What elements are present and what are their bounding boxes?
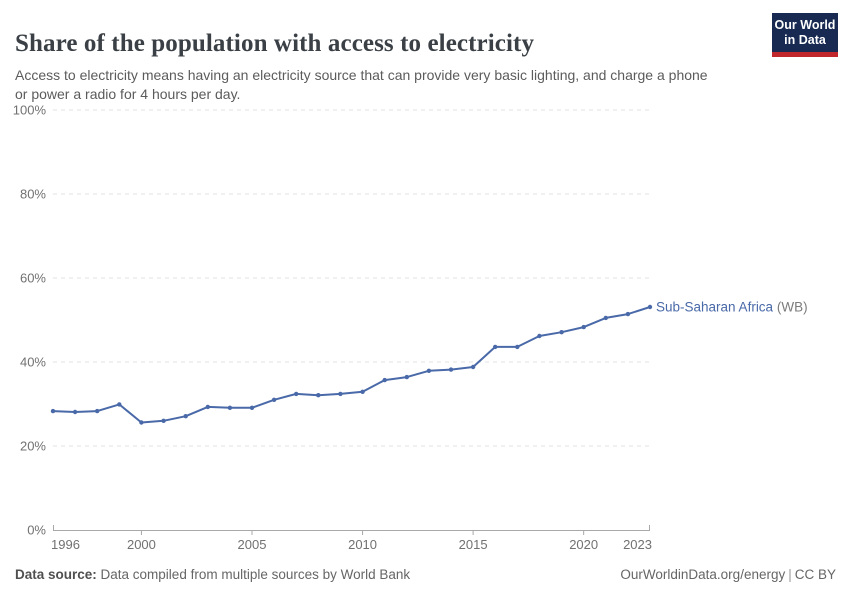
x-tick-label: 1996: [51, 537, 80, 552]
data-point[interactable]: [603, 315, 608, 321]
y-tick-label: 20%: [20, 439, 46, 454]
data-point[interactable]: [72, 409, 78, 415]
y-tick-label: 80%: [20, 187, 46, 202]
data-source-label: Data source:: [15, 567, 97, 582]
data-point[interactable]: [117, 402, 122, 407]
data-point[interactable]: [382, 377, 387, 383]
license-link[interactable]: CC BY: [794, 567, 836, 582]
x-tick-label: 2015: [459, 537, 488, 552]
y-tick-label: 60%: [20, 271, 46, 286]
footer-attribution: OurWorldinData.org/energy | CC BY: [620, 567, 836, 582]
y-tick-label: 40%: [20, 355, 46, 370]
data-point[interactable]: [205, 404, 210, 410]
data-point[interactable]: [625, 311, 631, 317]
data-point[interactable]: [161, 418, 166, 423]
x-tick-label: 2005: [238, 537, 267, 552]
data-point[interactable]: [271, 397, 277, 402]
data-point[interactable]: [249, 405, 255, 410]
data-point[interactable]: [581, 324, 586, 330]
x-tick-label: 2000: [127, 537, 156, 552]
data-point[interactable]: [559, 330, 564, 335]
data-point[interactable]: [50, 408, 56, 414]
series-label[interactable]: Sub-Saharan Africa (WB): [656, 299, 808, 314]
data-point[interactable]: [448, 367, 454, 372]
data-point[interactable]: [493, 344, 498, 350]
data-point[interactable]: [647, 304, 653, 310]
owid-logo[interactable]: Our World in Data: [772, 13, 838, 57]
data-point[interactable]: [227, 405, 233, 410]
chart-footer: Data source: Data compiled from multiple…: [15, 567, 836, 582]
data-point[interactable]: [426, 368, 432, 373]
data-point[interactable]: [95, 408, 100, 414]
x-tick-label: 2023: [623, 537, 652, 552]
owid-logo-accent-bar: [772, 52, 838, 57]
data-source-note: Data source: Data compiled from multiple…: [15, 567, 410, 582]
data-line[interactable]: [52, 306, 651, 424]
y-tick-label: 100%: [13, 103, 47, 118]
data-point[interactable]: [537, 333, 542, 339]
data-point[interactable]: [470, 364, 476, 370]
owid-url-link[interactable]: OurWorldinData.org/energy: [620, 567, 786, 582]
data-point[interactable]: [139, 420, 144, 425]
footer-separator: |: [788, 567, 792, 582]
data-point[interactable]: [360, 389, 365, 394]
x-tick-label: 2010: [348, 537, 377, 552]
data-point[interactable]: [515, 344, 520, 350]
page-title: Share of the population with access to e…: [15, 29, 535, 57]
data-point[interactable]: [294, 391, 299, 397]
chart-subtitle: Access to electricity means having an el…: [15, 67, 708, 102]
data-point[interactable]: [316, 393, 321, 398]
y-tick-label: 0%: [27, 523, 46, 538]
data-point[interactable]: [183, 414, 188, 419]
owid-logo-text: Our World in Data: [772, 13, 838, 52]
data-point[interactable]: [404, 374, 409, 380]
data-point[interactable]: [338, 391, 343, 397]
x-tick-label: 2020: [569, 537, 598, 552]
data-source-text: Data compiled from multiple sources by W…: [96, 567, 411, 582]
